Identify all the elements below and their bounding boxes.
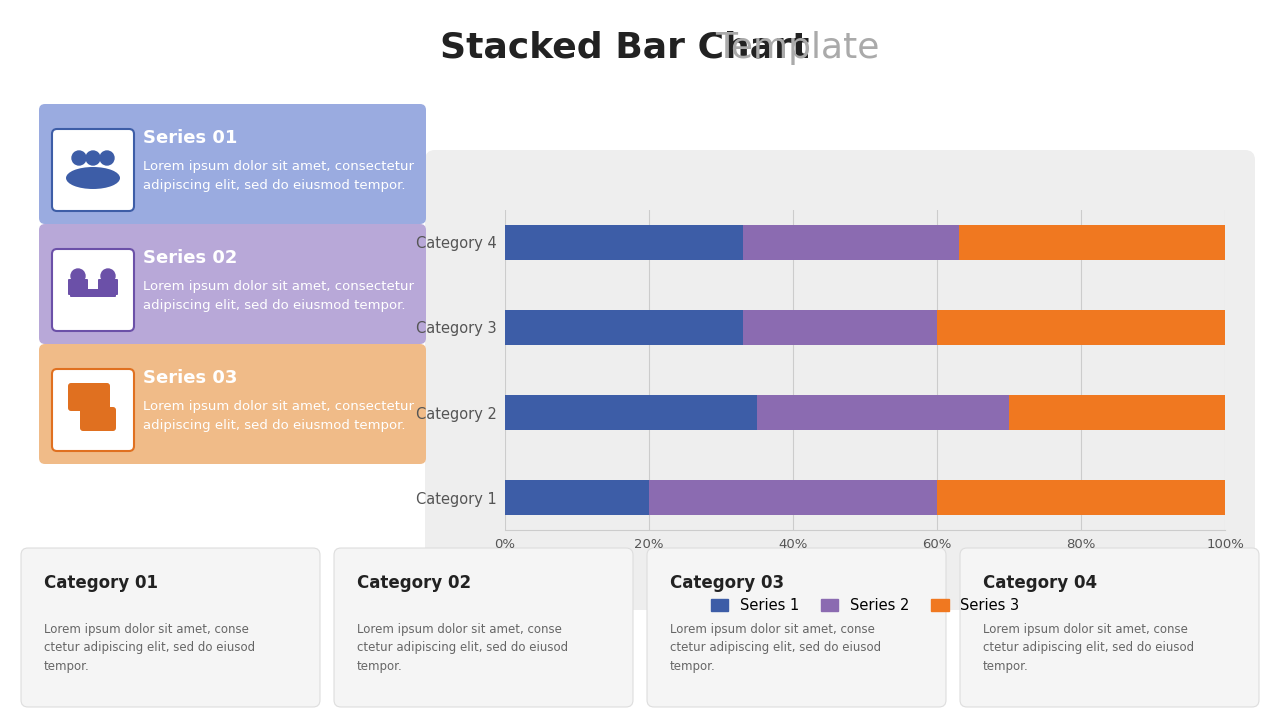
Text: Lorem ipsum dolor sit amet, conse
ctetur adipiscing elit, sed do eiusod
tempor.: Lorem ipsum dolor sit amet, conse ctetur… (357, 623, 568, 673)
Text: Template: Template (716, 31, 879, 65)
Text: Lorem ipsum dolor sit amet, consectetur
adipiscing elit, sed do eiusmod tempor.: Lorem ipsum dolor sit amet, consectetur … (143, 280, 413, 312)
Text: Series 01: Series 01 (143, 129, 237, 147)
FancyBboxPatch shape (960, 548, 1260, 707)
FancyBboxPatch shape (646, 548, 946, 707)
Bar (756, 395, 1009, 431)
FancyBboxPatch shape (334, 548, 634, 707)
Text: Category 01: Category 01 (44, 574, 157, 592)
FancyBboxPatch shape (52, 129, 134, 211)
Bar (506, 480, 649, 516)
Bar (506, 395, 756, 431)
Text: Lorem ipsum dolor sit amet, conse
ctetur adipiscing elit, sed do eiusod
tempor.: Lorem ipsum dolor sit amet, conse ctetur… (669, 623, 881, 673)
Circle shape (101, 269, 115, 283)
FancyBboxPatch shape (38, 344, 426, 464)
Bar (937, 480, 1225, 516)
Bar (959, 225, 1225, 260)
FancyBboxPatch shape (52, 369, 134, 451)
Text: Category 02: Category 02 (357, 574, 471, 592)
Text: Series 02: Series 02 (143, 249, 237, 267)
Bar (649, 480, 937, 516)
Text: Lorem ipsum dolor sit amet, consectetur
adipiscing elit, sed do eiusmod tempor.: Lorem ipsum dolor sit amet, consectetur … (143, 400, 413, 432)
Text: Lorem ipsum dolor sit amet, consectetur
adipiscing elit, sed do eiusmod tempor.: Lorem ipsum dolor sit amet, consectetur … (143, 160, 413, 192)
Bar (1009, 395, 1225, 431)
FancyBboxPatch shape (70, 289, 116, 297)
Circle shape (100, 151, 114, 165)
FancyBboxPatch shape (38, 224, 426, 344)
Text: Category 04: Category 04 (983, 574, 1097, 592)
Circle shape (86, 151, 100, 165)
Circle shape (70, 269, 84, 283)
FancyBboxPatch shape (68, 279, 88, 295)
Bar (506, 225, 742, 260)
Circle shape (72, 151, 86, 165)
Text: Lorem ipsum dolor sit amet, conse
ctetur adipiscing elit, sed do eiusod
tempor.: Lorem ipsum dolor sit amet, conse ctetur… (44, 623, 255, 673)
FancyBboxPatch shape (99, 279, 118, 295)
FancyBboxPatch shape (52, 249, 134, 331)
FancyBboxPatch shape (38, 104, 426, 224)
Bar (742, 225, 959, 260)
Text: Stacked Bar Chart: Stacked Bar Chart (440, 31, 809, 65)
Bar (506, 310, 742, 346)
FancyBboxPatch shape (79, 407, 116, 431)
Text: Lorem ipsum dolor sit amet, conse
ctetur adipiscing elit, sed do eiusod
tempor.: Lorem ipsum dolor sit amet, conse ctetur… (983, 623, 1194, 673)
Bar (742, 310, 937, 346)
FancyBboxPatch shape (425, 150, 1254, 610)
Text: Category 03: Category 03 (669, 574, 785, 592)
Text: Series 03: Series 03 (143, 369, 237, 387)
FancyBboxPatch shape (68, 383, 110, 411)
Legend: Series 1, Series 2, Series 3: Series 1, Series 2, Series 3 (705, 592, 1025, 618)
FancyBboxPatch shape (20, 548, 320, 707)
Ellipse shape (67, 167, 120, 189)
Bar (937, 310, 1225, 346)
